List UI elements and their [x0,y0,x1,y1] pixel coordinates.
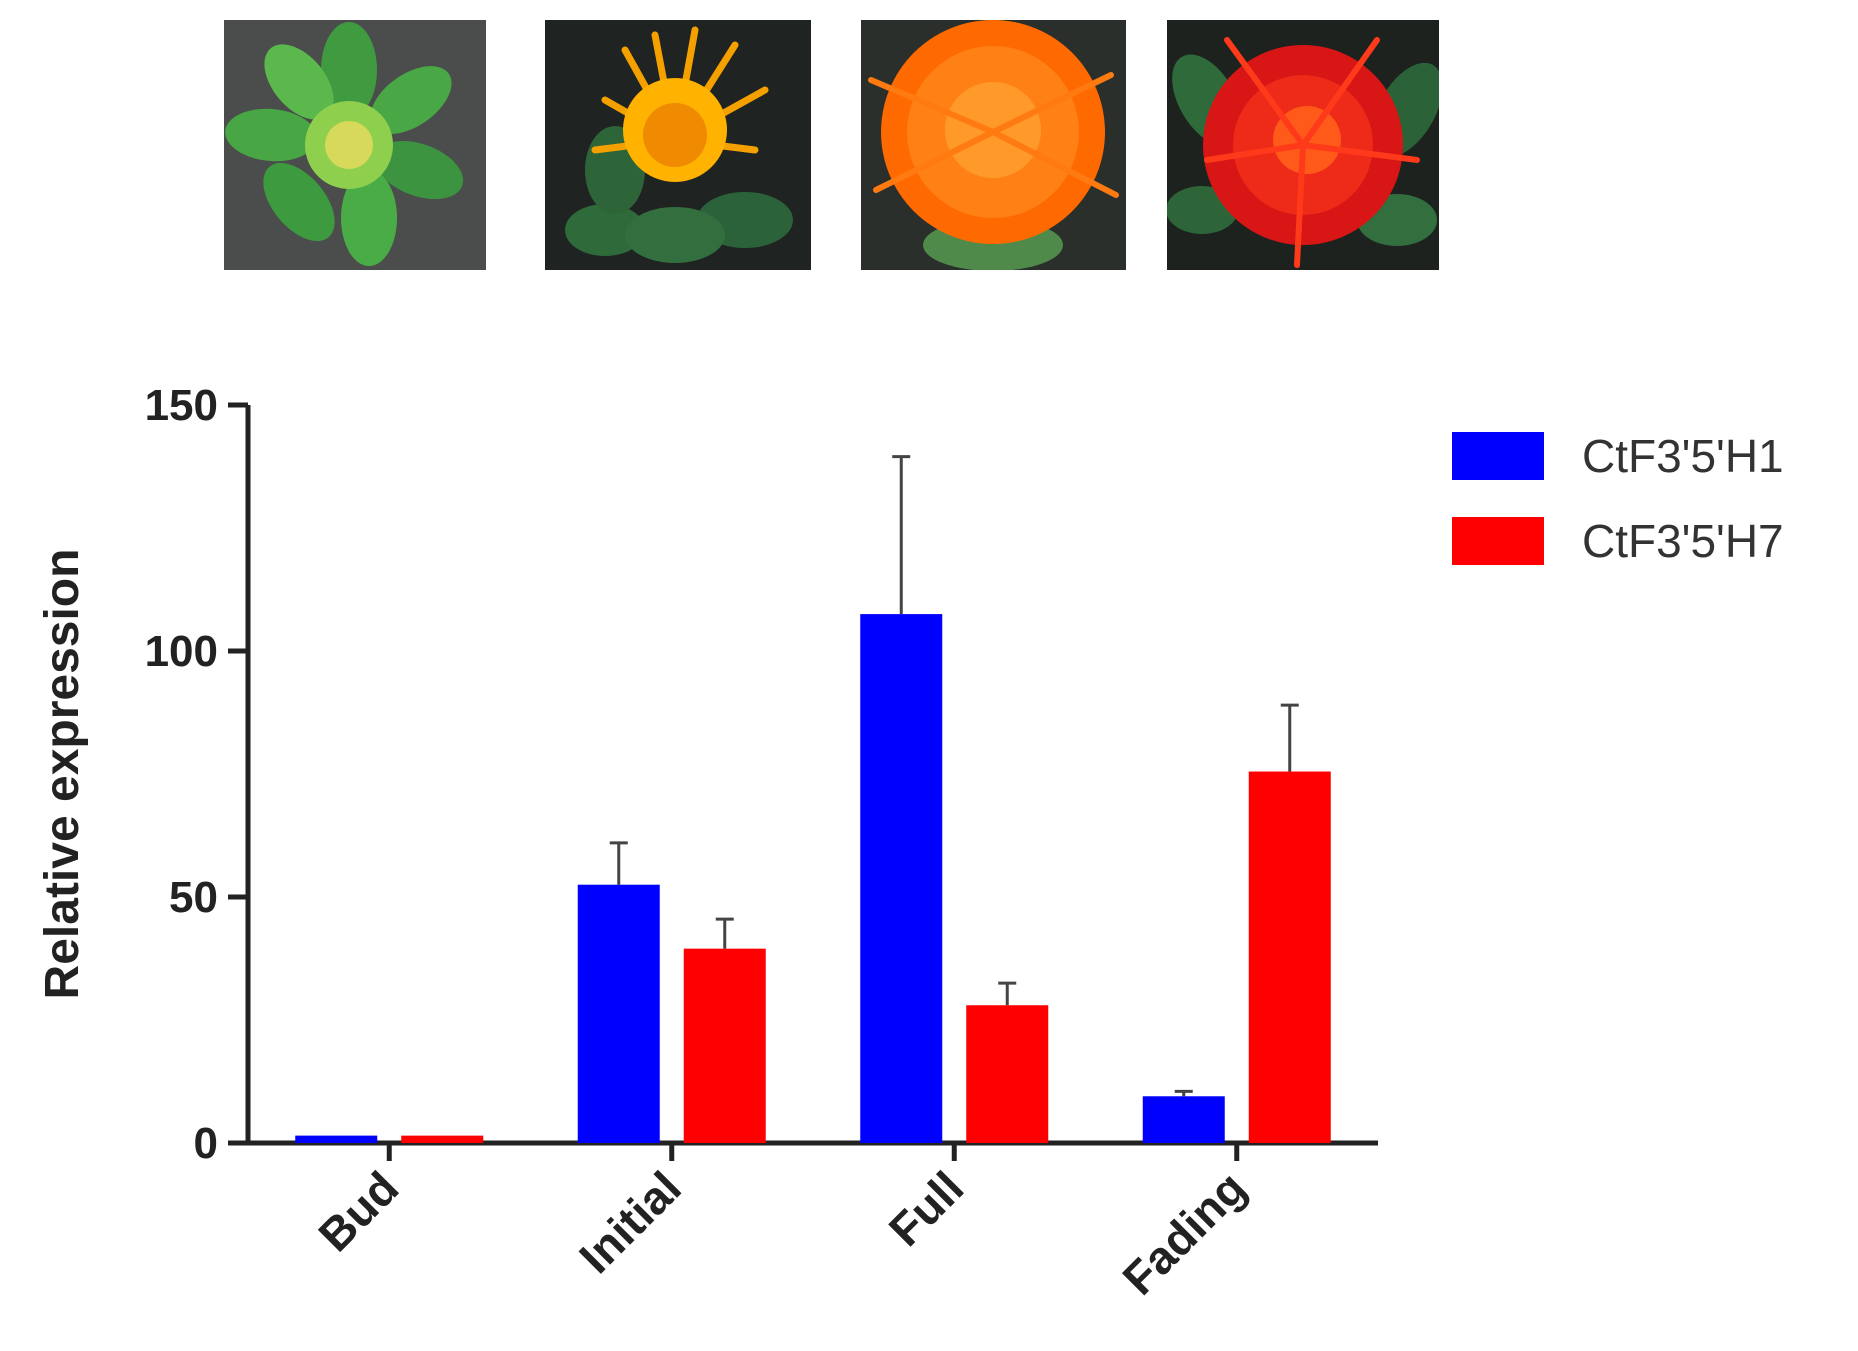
y-tick-label: 0 [194,1119,218,1168]
bars [295,614,1331,1143]
x-category-label: Fading [1112,1161,1255,1304]
bar-full-series-1 [860,614,943,1143]
x-category-label: Full [879,1161,974,1256]
yellow-orange-flower-photo-icon [545,20,811,270]
photo-svg [1167,20,1439,270]
legend-swatch [1452,432,1544,480]
orange-flower-photo-icon [861,20,1126,270]
legend-swatch [1452,517,1544,565]
x-ticks: Bud Initial Full Fading [308,1143,1256,1305]
photo-svg [861,20,1126,270]
y-tick-label: 150 [145,381,218,430]
bar-initial-series-1 [577,884,660,1143]
photo-svg [545,20,811,270]
y-ticks: 0 50 100 150 [145,381,248,1168]
bar-initial-series-2 [683,948,766,1143]
photo-svg [224,20,486,270]
bar-full-series-2 [966,1005,1049,1143]
bar-fading-series-2 [1248,771,1331,1143]
legend-label: CtF3'5'H1 [1582,430,1784,482]
error-bars [609,455,1299,1097]
bar-bud-series-1 [295,1135,378,1143]
bar-bud-series-2 [401,1135,484,1143]
green-bud-flower-photo-icon [224,20,486,270]
y-tick-label: 50 [169,873,218,922]
y-axis-title: Relative expression [36,549,89,1000]
legend: CtF3'5'H1 CtF3'5'H7 [1452,430,1784,567]
x-category-label: Initial [569,1161,691,1283]
red-flower-photo-icon [1167,20,1439,270]
legend-label: CtF3'5'H7 [1582,515,1784,567]
x-category-label: Bud [308,1161,408,1261]
bar-fading-series-1 [1142,1096,1225,1143]
y-tick-label: 100 [145,627,218,676]
